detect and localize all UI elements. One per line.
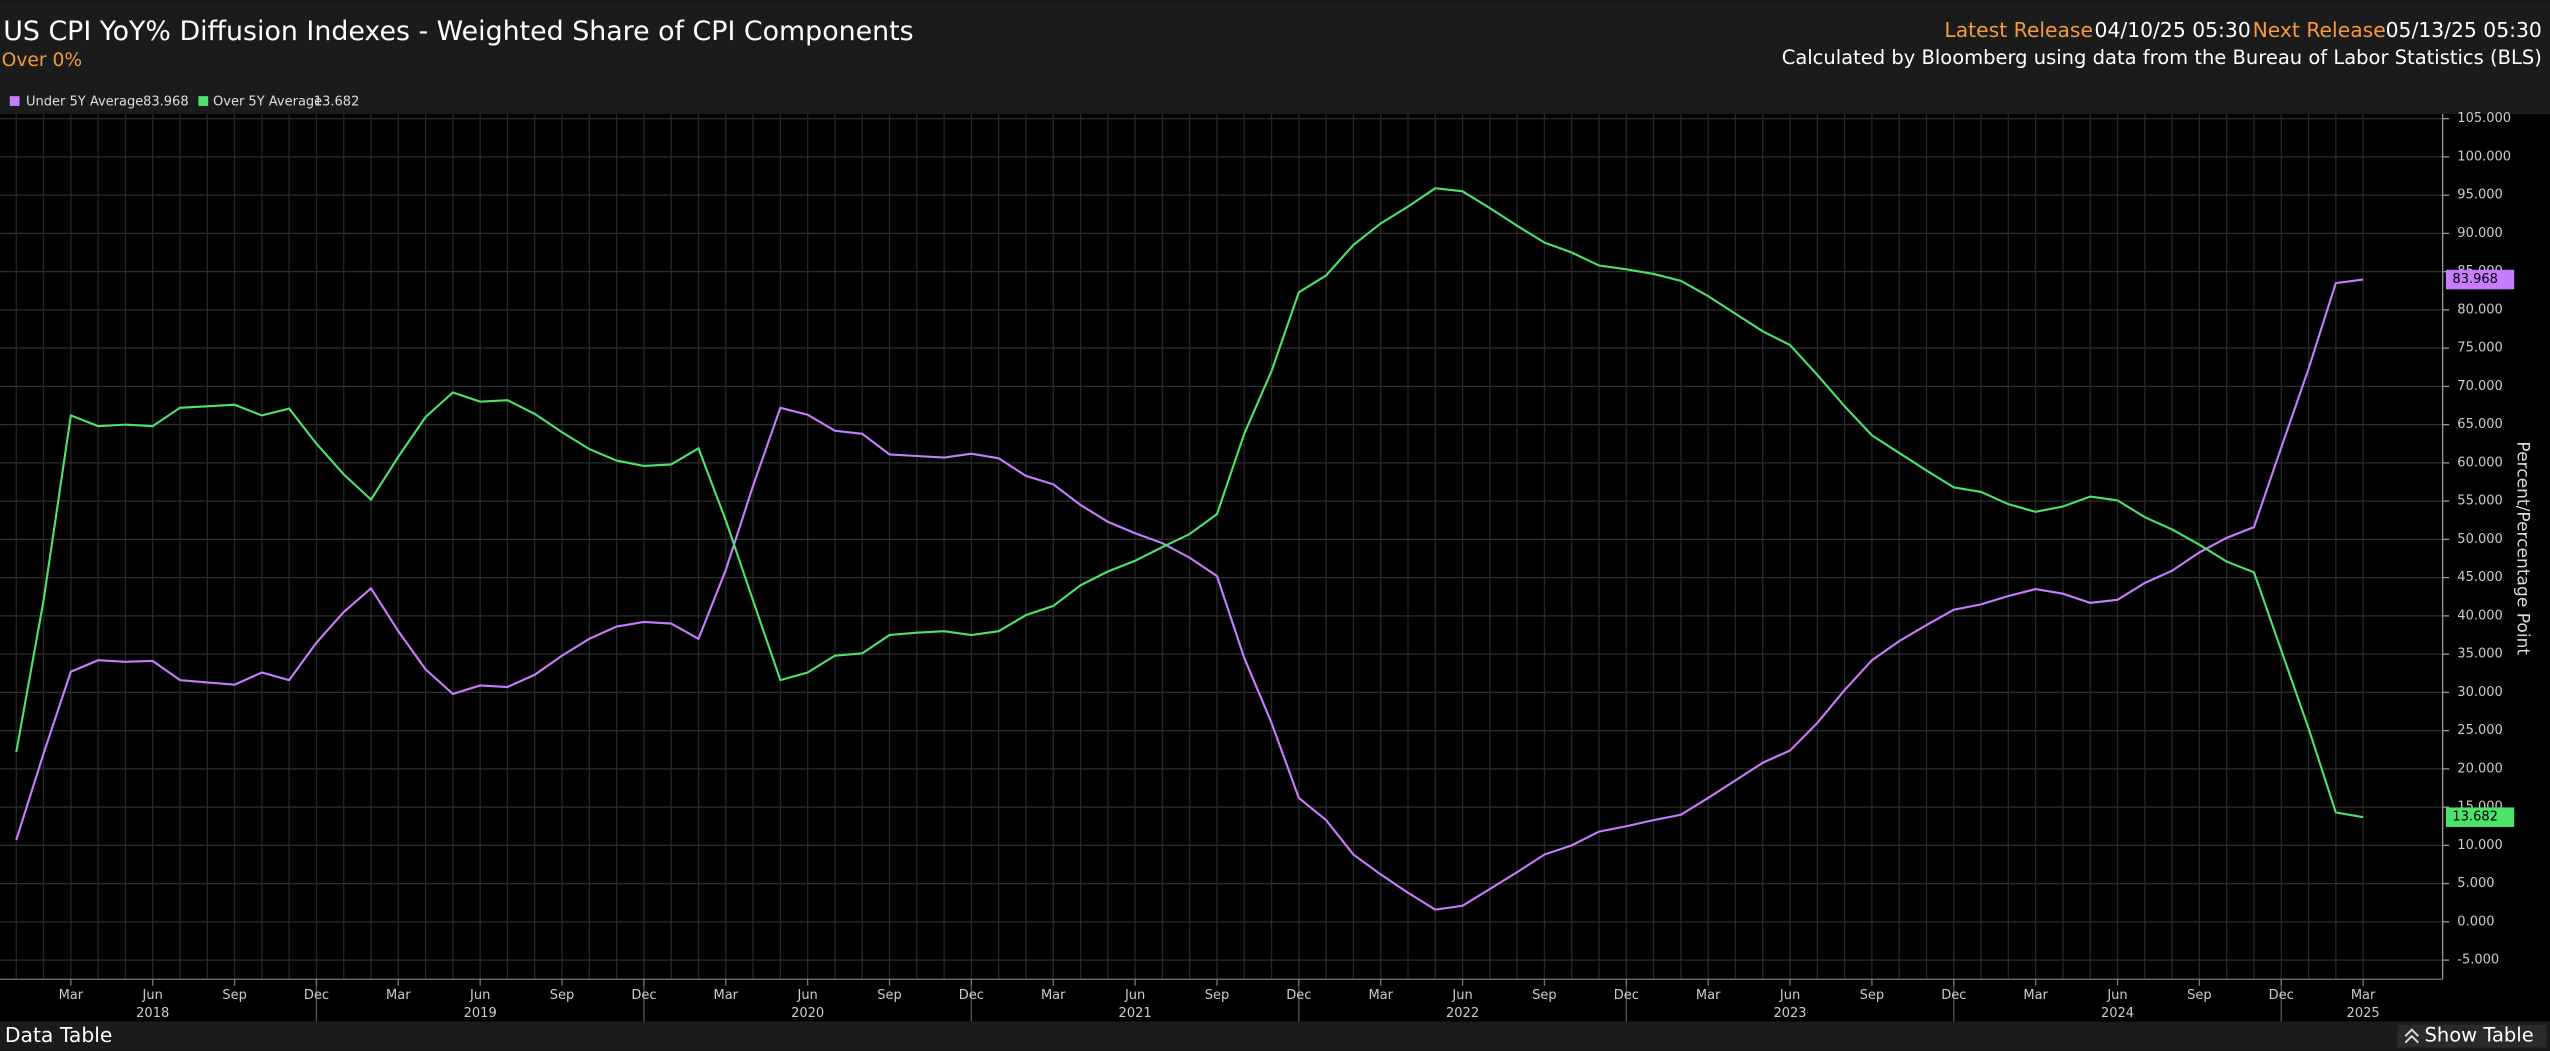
x-tick-label: Dec bbox=[959, 988, 984, 1003]
x-tick-label: Jun bbox=[1124, 988, 1145, 1003]
x-tick-label: Jun bbox=[1451, 988, 1472, 1003]
x-tick-label: Mar bbox=[1041, 988, 1066, 1003]
x-tick-label: Jun bbox=[1779, 988, 1800, 1003]
y-tick-label: 35.000 bbox=[2457, 647, 2503, 662]
x-tick-label: Mar bbox=[2351, 988, 2376, 1003]
y-tick-label: 40.000 bbox=[2457, 608, 2503, 623]
y-tick-label: 90.000 bbox=[2457, 226, 2503, 241]
show-table-text[interactable]: Show Table bbox=[2424, 1024, 2533, 1047]
x-tick-label: Sep bbox=[1532, 988, 1557, 1003]
x-tick-label: Mar bbox=[1696, 988, 1721, 1003]
chart-subtitle: Over 0% bbox=[2, 50, 83, 71]
chart-title: US CPI YoY% Diffusion Indexes - Weighted… bbox=[3, 16, 913, 47]
last-value-label: 83.968 bbox=[2452, 272, 2498, 287]
y-tick-label: 10.000 bbox=[2457, 838, 2503, 853]
x-group-label: 2024 bbox=[2101, 1006, 2134, 1021]
x-tick-label: Mar bbox=[59, 988, 84, 1003]
legend-swatch bbox=[198, 96, 209, 106]
x-tick-label: Mar bbox=[386, 988, 411, 1003]
chevron-icon[interactable] bbox=[2404, 1028, 2419, 1044]
x-tick-label: Jun bbox=[469, 988, 490, 1003]
legend-label: Over 5Y Average bbox=[213, 94, 322, 109]
x-group-label: 2022 bbox=[1446, 1006, 1479, 1021]
x-tick-label: Jun bbox=[2106, 988, 2127, 1003]
next-release-label: Next Release bbox=[2253, 18, 2386, 42]
y-tick-label: 5.000 bbox=[2457, 876, 2494, 891]
y-tick-label: 60.000 bbox=[2457, 455, 2503, 470]
y-tick-label: 70.000 bbox=[2457, 379, 2503, 394]
y-tick-label: 30.000 bbox=[2457, 685, 2503, 700]
x-tick-label: Sep bbox=[222, 988, 247, 1003]
x-tick-label: Dec bbox=[1286, 988, 1311, 1003]
plot-bg bbox=[0, 114, 2550, 1022]
series-line bbox=[15, 278, 2364, 911]
y-tick-label: 45.000 bbox=[2457, 570, 2503, 585]
y-tick-label: -5.000 bbox=[2457, 953, 2499, 968]
x-tick-label: Sep bbox=[1205, 988, 1230, 1003]
x-group-label: 2025 bbox=[2347, 1006, 2380, 1021]
last-value-label: 13.682 bbox=[2452, 810, 2498, 825]
x-tick-label: Dec bbox=[2269, 988, 2294, 1003]
x-tick-label: Sep bbox=[877, 988, 902, 1003]
y-tick-label: 65.000 bbox=[2457, 417, 2503, 432]
legend-value: 13.682 bbox=[314, 94, 360, 109]
y-tick-label: 105.000 bbox=[2457, 111, 2511, 126]
x-tick-label: Sep bbox=[2187, 988, 2212, 1003]
x-tick-label: Mar bbox=[2023, 988, 2048, 1003]
x-tick-label: Dec bbox=[304, 988, 329, 1003]
x-tick-label: Sep bbox=[550, 988, 575, 1003]
legend-value: 83.968 bbox=[143, 94, 189, 109]
source-note: Calculated by Bloomberg using data from … bbox=[1782, 46, 2542, 69]
y-tick-label: 20.000 bbox=[2457, 761, 2503, 776]
y-tick-label: 50.000 bbox=[2457, 532, 2503, 547]
button-bg[interactable] bbox=[2397, 1024, 2547, 1048]
legend-label: Under 5Y Average bbox=[26, 94, 143, 109]
x-group-label: 2023 bbox=[1773, 1006, 1806, 1021]
header-bg bbox=[0, 0, 2550, 115]
series-line bbox=[15, 187, 2364, 819]
x-group-label: 2020 bbox=[791, 1006, 824, 1021]
last-value-box bbox=[2445, 807, 2515, 827]
y-tick-label: 95.000 bbox=[2457, 188, 2503, 203]
y-tick-label: 55.000 bbox=[2457, 494, 2503, 509]
x-tick-label: Mar bbox=[714, 988, 739, 1003]
x-group-label: 2019 bbox=[464, 1006, 497, 1021]
x-tick-label: Sep bbox=[1860, 988, 1885, 1003]
x-tick-label: Dec bbox=[631, 988, 656, 1003]
y-tick-label: 25.000 bbox=[2457, 723, 2503, 738]
x-tick-label: Jun bbox=[796, 988, 817, 1003]
x-group-label: 2018 bbox=[136, 1006, 169, 1021]
last-value-box bbox=[2445, 269, 2515, 290]
grid bbox=[0, 114, 2443, 980]
show-table-button[interactable]: Show Table bbox=[2397, 1024, 2547, 1048]
x-tick-label: Mar bbox=[1368, 988, 1393, 1003]
latest-release-label: Latest Release bbox=[1944, 18, 2093, 42]
y-tick-label: 100.000 bbox=[2457, 149, 2511, 164]
x-tick-label: Dec bbox=[1614, 988, 1639, 1003]
latest-release-value: 04/10/25 05:30 bbox=[2095, 18, 2251, 42]
y-tick-label: 0.000 bbox=[2457, 914, 2494, 929]
legend-swatch bbox=[9, 96, 20, 106]
y-tick-label: 75.000 bbox=[2457, 341, 2503, 356]
next-release-value: 05/13/25 05:30 bbox=[2386, 18, 2542, 42]
y-tick-label: 80.000 bbox=[2457, 302, 2503, 317]
footer-bg bbox=[0, 1021, 2550, 1051]
x-tick-label: Dec bbox=[1941, 988, 1966, 1003]
x-tick-label: Jun bbox=[142, 988, 163, 1003]
data-table-label: Data Table bbox=[5, 1023, 112, 1047]
x-group-label: 2021 bbox=[1119, 1006, 1152, 1021]
y-axis-label: Percent/Percentage Point bbox=[2512, 441, 2532, 655]
